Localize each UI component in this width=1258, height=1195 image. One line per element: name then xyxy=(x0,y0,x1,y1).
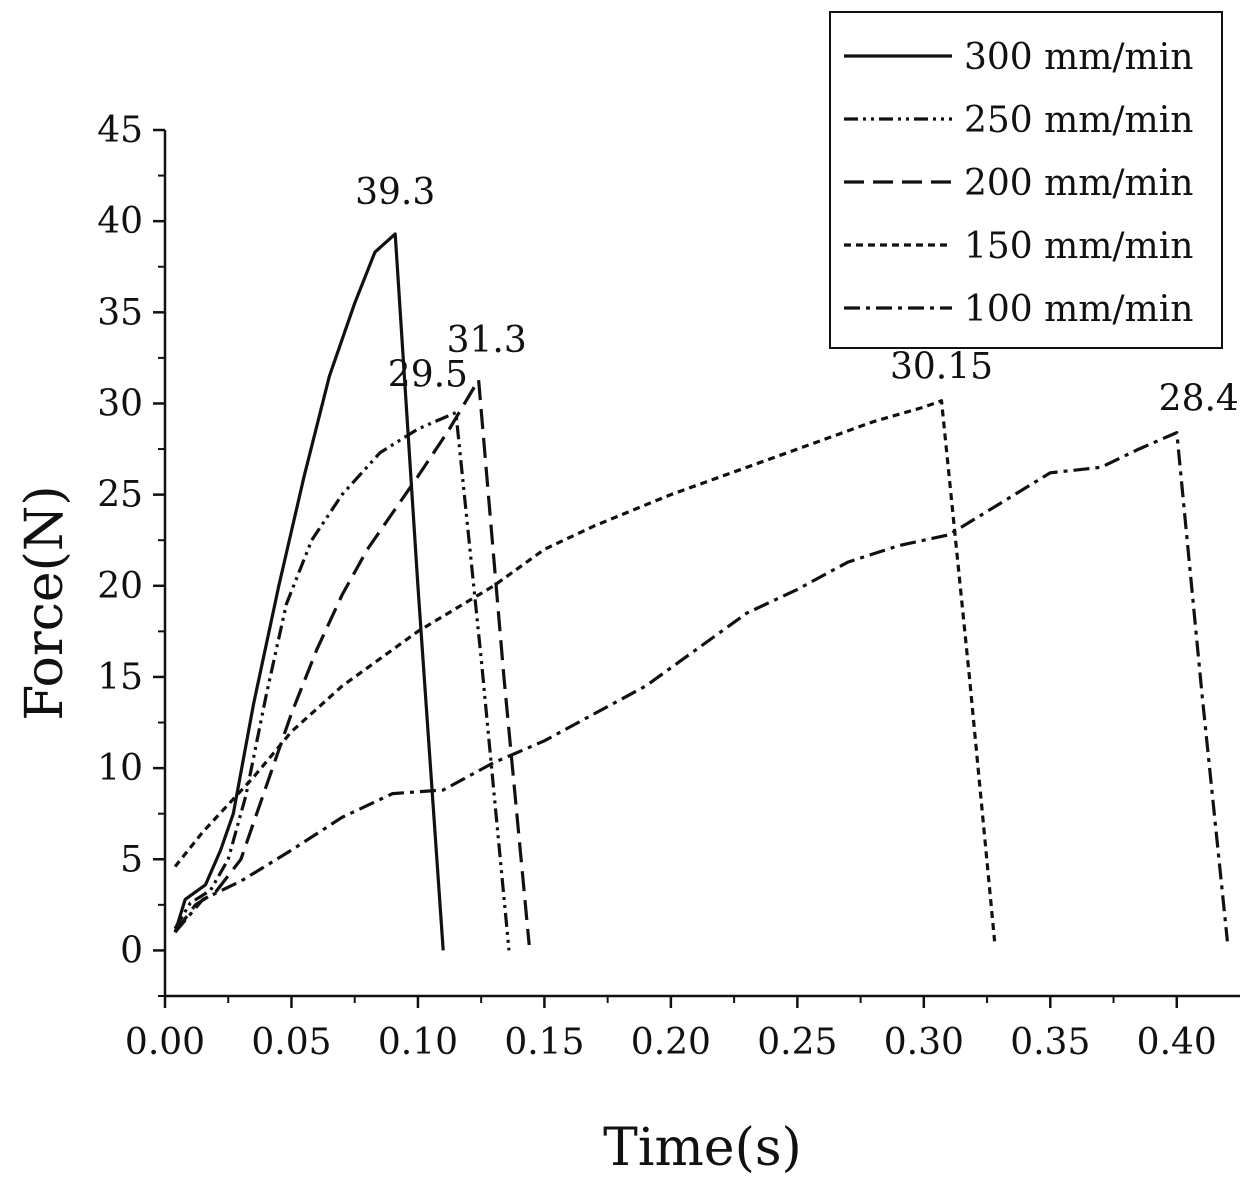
x-tick-label: 0.30 xyxy=(884,1022,964,1063)
y-tick-label: 40 xyxy=(97,201,143,242)
peak-labels: 39.3 29.531.3 30.15 28.4 xyxy=(355,172,1239,420)
x-tick-label: 0.35 xyxy=(1010,1022,1090,1063)
series-line-150 xyxy=(173,399,997,942)
legend-label-100: 100 mm/min xyxy=(964,289,1193,330)
y-tick-label: 35 xyxy=(97,292,143,333)
x-axis-title: Time(s) xyxy=(603,1118,802,1178)
series-line-100 xyxy=(173,431,1229,942)
y-tick-label: 15 xyxy=(97,657,143,698)
x-tick-label: 0.05 xyxy=(251,1022,331,1063)
peak-label-100: 28.4 xyxy=(1159,379,1239,420)
y-tick-label: 10 xyxy=(97,748,143,789)
x-tick-label: 0.00 xyxy=(125,1022,205,1063)
x-tick-label: 0.10 xyxy=(378,1022,458,1063)
peak-label-250: 29.5 xyxy=(388,355,468,396)
peak-label-200: 31.3 xyxy=(447,320,527,361)
legend-label-200: 200 mm/min xyxy=(964,163,1193,204)
y-tick-label: 30 xyxy=(97,383,143,424)
axes: 0.00 0.05 0.10 0.15 0.20 0.25 0.30 0.35 0.40 0 5 10… xyxy=(97,110,1240,1063)
peak-label-300: 39.3 xyxy=(355,172,435,213)
series-line-250 xyxy=(173,411,511,951)
x-tick-label: 0.20 xyxy=(631,1022,711,1063)
series-line-200 xyxy=(173,378,531,946)
legend: 300 mm/min 250 mm/min 200 mm/min 150 mm/min… xyxy=(829,11,1223,349)
x-tick-label: 0.40 xyxy=(1137,1022,1217,1063)
series-layer xyxy=(173,232,1229,951)
y-tick-label: 20 xyxy=(97,566,143,607)
y-tick-label: 5 xyxy=(120,839,143,880)
y-tick-label: 0 xyxy=(120,930,143,971)
series-line-300 xyxy=(173,232,445,951)
legend-label-250: 250 mm/min xyxy=(964,100,1193,141)
peak-label-150: 30.15 xyxy=(890,347,993,388)
x-tick-label: 0.15 xyxy=(504,1022,584,1063)
x-tick-label: 0.25 xyxy=(757,1022,837,1063)
legend-label-150: 150 mm/min xyxy=(964,226,1193,267)
y-tick-label: 45 xyxy=(97,110,143,151)
legend-label-300: 300 mm/min xyxy=(964,37,1193,78)
y-tick-label: 25 xyxy=(97,475,143,516)
legend-box xyxy=(829,11,1223,349)
y-axis-title: Force(N) xyxy=(15,485,75,720)
